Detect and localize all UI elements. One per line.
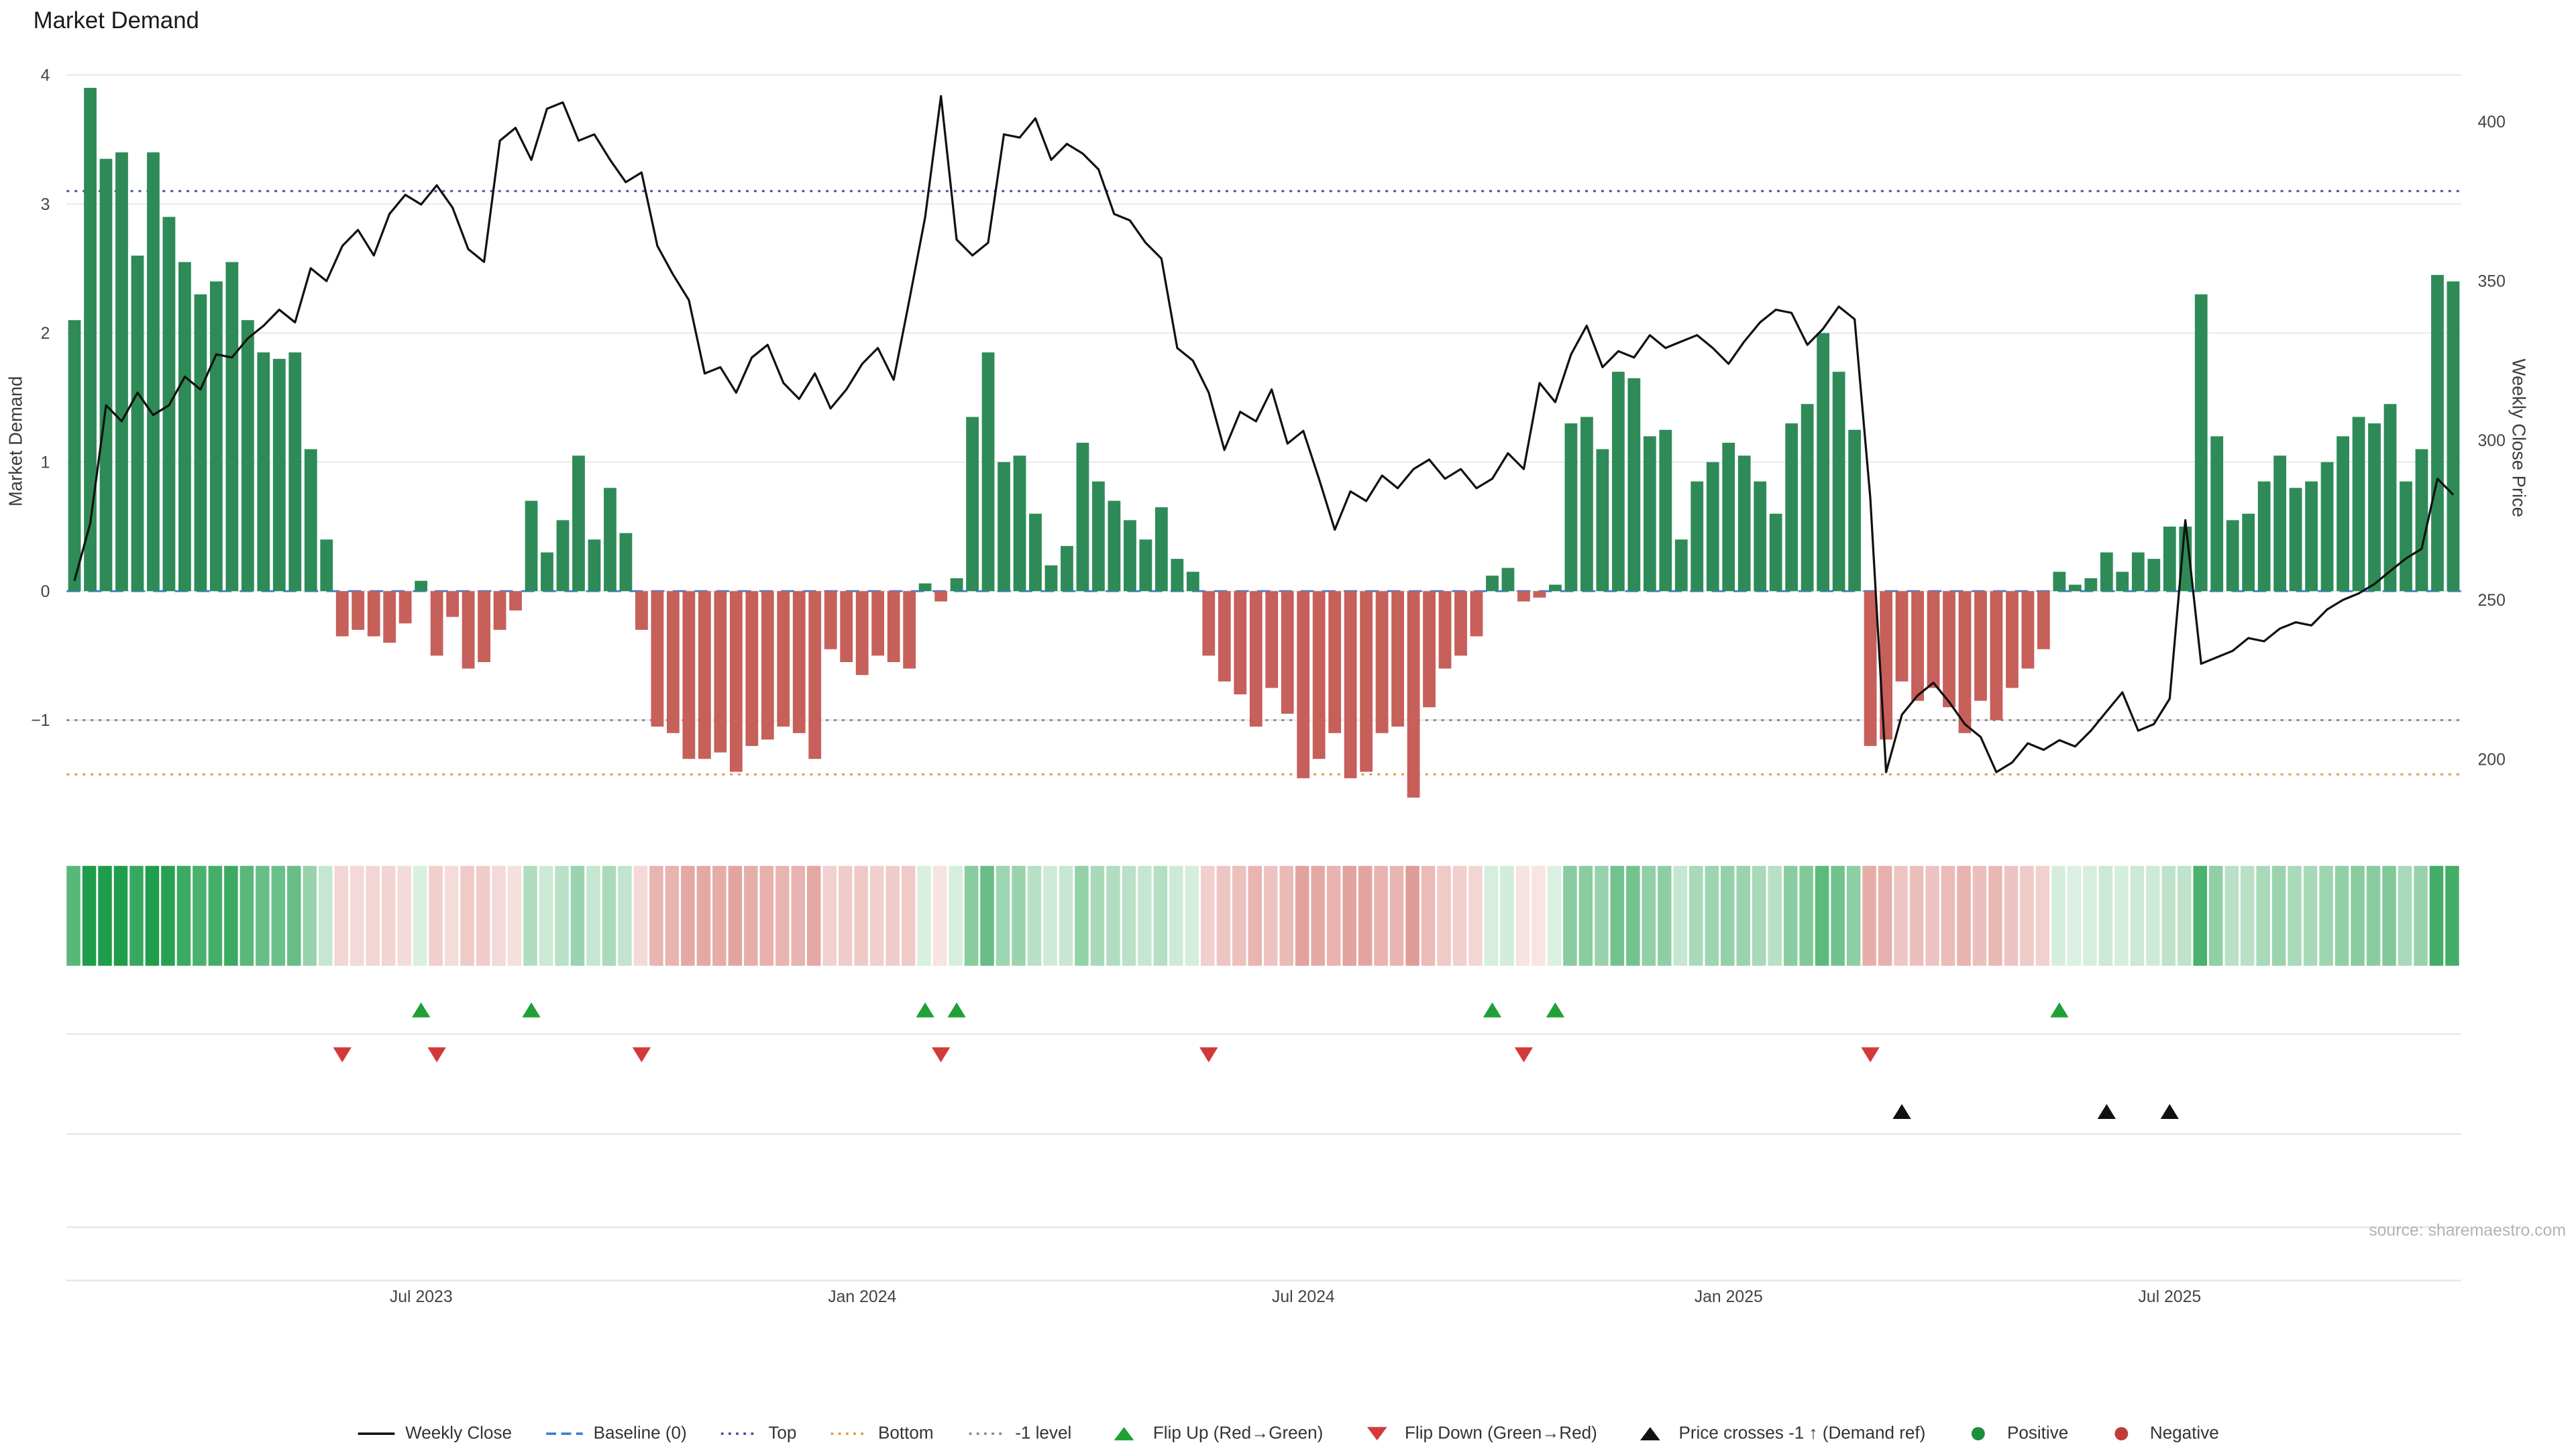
svg-text:0: 0 bbox=[41, 583, 50, 601]
legend-label: -1 level bbox=[1015, 1424, 1072, 1444]
svg-text:350: 350 bbox=[2478, 273, 2506, 291]
price-cross-markers bbox=[1892, 1104, 2179, 1120]
legend-item: -1 level bbox=[967, 1424, 1071, 1444]
flip-up-markers bbox=[412, 1002, 2069, 1018]
legend-label: Flip Down (Green→Red) bbox=[1405, 1424, 1597, 1444]
svg-text:Jul 2025: Jul 2025 bbox=[2138, 1288, 2201, 1306]
svg-text:1: 1 bbox=[41, 453, 50, 472]
svg-text:4: 4 bbox=[41, 66, 50, 85]
page-title: Market Demand bbox=[33, 6, 199, 34]
legend-item: Flip Up (Red→Green) bbox=[1105, 1424, 1323, 1444]
svg-text:300: 300 bbox=[2478, 432, 2506, 450]
svg-text:2: 2 bbox=[41, 325, 50, 343]
svg-text:Jul 2023: Jul 2023 bbox=[390, 1288, 453, 1306]
legend-swatch-icon bbox=[1366, 1427, 1387, 1441]
legend-swatch-icon bbox=[968, 1432, 1006, 1436]
reference-lines bbox=[66, 190, 2461, 775]
legend-label: Flip Up (Red→Green) bbox=[1152, 1424, 1324, 1444]
legend-item: Top bbox=[720, 1424, 796, 1444]
right-axis-ticks: 400 350 300 250 200 bbox=[2478, 113, 2506, 769]
legend-swatch-icon bbox=[358, 1432, 396, 1436]
legend-item: Baseline (0) bbox=[545, 1424, 687, 1444]
svg-text:200: 200 bbox=[2478, 751, 2506, 769]
svg-text:Jan 2025: Jan 2025 bbox=[1695, 1288, 1763, 1306]
legend-label: Negative bbox=[2149, 1424, 2219, 1444]
legend-swatch-icon bbox=[2114, 1427, 2129, 1441]
svg-text:400: 400 bbox=[2478, 113, 2506, 131]
legend-item: Negative bbox=[2102, 1424, 2219, 1444]
legend-swatch-icon bbox=[1972, 1427, 1986, 1441]
legend-label: Baseline (0) bbox=[593, 1424, 687, 1444]
weekly-close-line bbox=[73, 95, 2455, 773]
flip-down-markers bbox=[333, 1047, 1880, 1063]
svg-text:250: 250 bbox=[2478, 592, 2506, 610]
svg-text:3: 3 bbox=[41, 196, 50, 214]
source-credit: source: sharemaestro.com bbox=[2369, 1222, 2567, 1241]
legend-item: Flip Down (Green→Red) bbox=[1356, 1424, 1597, 1444]
combo-chart: 4 3 2 1 0 −1 400 350 300 250 200 Jul 2023 Jan 2024 Ju… bbox=[31, 66, 2506, 1306]
legend-item: Price crosses -1 ↑ (Demand ref) bbox=[1630, 1424, 1925, 1444]
legend-item: Positive bbox=[1959, 1424, 2068, 1444]
legend-swatch-icon bbox=[1114, 1427, 1135, 1441]
legend-label: Weekly Close bbox=[405, 1424, 513, 1444]
left-axis-ticks: 4 3 2 1 0 −1 bbox=[31, 66, 50, 730]
legend-label: Top bbox=[768, 1424, 797, 1444]
svg-text:Jan 2024: Jan 2024 bbox=[828, 1288, 896, 1306]
legend-swatch-icon bbox=[547, 1432, 584, 1436]
legend-label: Bottom bbox=[878, 1424, 934, 1444]
chart-legend: Weekly Close Baseline (0) Top Bottom -1 leve… bbox=[0, 1424, 2576, 1444]
legend-item: Weekly Close bbox=[357, 1424, 512, 1444]
demand-bars bbox=[68, 87, 2460, 798]
legend-label: Price crosses -1 ↑ (Demand ref) bbox=[1678, 1424, 1926, 1444]
legend-swatch-icon bbox=[831, 1432, 869, 1436]
legend-item: Bottom bbox=[830, 1424, 934, 1444]
legend-swatch-icon bbox=[1640, 1427, 1661, 1441]
heatmap-strip bbox=[66, 865, 2459, 966]
legend-label: Positive bbox=[2006, 1424, 2069, 1444]
svg-text:Jul 2024: Jul 2024 bbox=[1272, 1288, 1335, 1306]
legend-swatch-icon bbox=[721, 1432, 759, 1436]
x-axis-ticks: Jul 2023 Jan 2024 Jul 2024 Jan 2025 Jul 2025 bbox=[390, 1288, 2201, 1306]
svg-text:−1: −1 bbox=[31, 712, 50, 730]
